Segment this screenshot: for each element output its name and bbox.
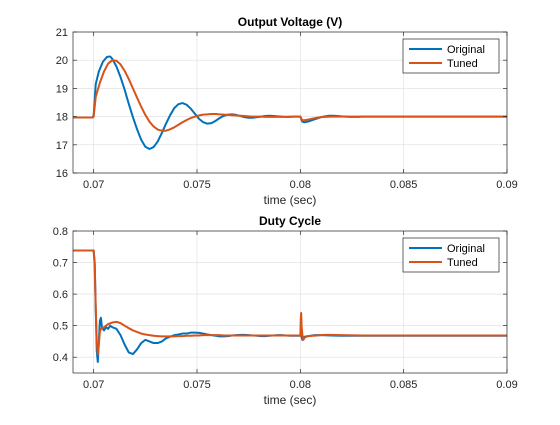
y-tick-label: 21 xyxy=(56,27,68,39)
x-tick-label: 0.085 xyxy=(390,379,418,391)
series-line-tuned xyxy=(73,59,507,132)
series-group xyxy=(73,55,507,151)
axes-frame xyxy=(72,230,508,374)
series-group xyxy=(73,249,507,363)
x-tick-label: 0.07 xyxy=(83,179,104,191)
legend-box xyxy=(402,237,500,273)
series-line-tuned xyxy=(73,249,507,356)
y-tick-label: 0.8 xyxy=(53,226,68,238)
legend: Original Tuned xyxy=(402,38,500,74)
y-tick-label: 0.6 xyxy=(53,289,68,301)
y-tick-label: 16 xyxy=(56,168,68,180)
legend-label: Original xyxy=(447,44,485,56)
legend-box xyxy=(402,38,500,74)
y-tick-label: 20 xyxy=(56,55,68,67)
chart-title: Output Voltage (V) xyxy=(238,15,342,29)
x-axis-label: time (sec) xyxy=(264,193,317,207)
x-tick-label: 0.09 xyxy=(496,179,517,191)
chart-title: Duty Cycle xyxy=(259,214,321,228)
y-tick-label: 0.7 xyxy=(53,258,68,270)
x-tick-label: 0.075 xyxy=(183,179,211,191)
y-tick-label: 0.5 xyxy=(53,321,68,333)
x-tick-label: 0.085 xyxy=(390,179,418,191)
x-tick-label: 0.08 xyxy=(290,379,311,391)
legend-label: Tuned xyxy=(447,58,478,70)
legend-label: Original xyxy=(447,243,485,255)
y-tick-label: 0.4 xyxy=(53,352,68,364)
x-tick-label: 0.075 xyxy=(183,379,211,391)
chart-2: 0.07 0.075 0.08 0.085 0.09 0.4 0.5 0.6 0.7 0.8 Dut… xyxy=(53,214,518,407)
y-tick-label: 18 xyxy=(56,112,68,124)
y-tick-label: 17 xyxy=(56,140,68,152)
x-tick-label: 0.09 xyxy=(496,379,517,391)
legend-label: Tuned xyxy=(447,257,478,269)
axes-frame xyxy=(72,31,508,174)
y-tick-label: 19 xyxy=(56,83,68,95)
x-axis-label: time (sec) xyxy=(264,393,317,407)
chart-1: 0.07 0.075 0.08 0.085 0.09 16 17 18 19 20 21 Output… xyxy=(56,15,518,207)
x-tick-label: 0.08 xyxy=(290,179,311,191)
legend: Original Tuned xyxy=(402,237,500,273)
x-tick-label: 0.07 xyxy=(83,379,104,391)
